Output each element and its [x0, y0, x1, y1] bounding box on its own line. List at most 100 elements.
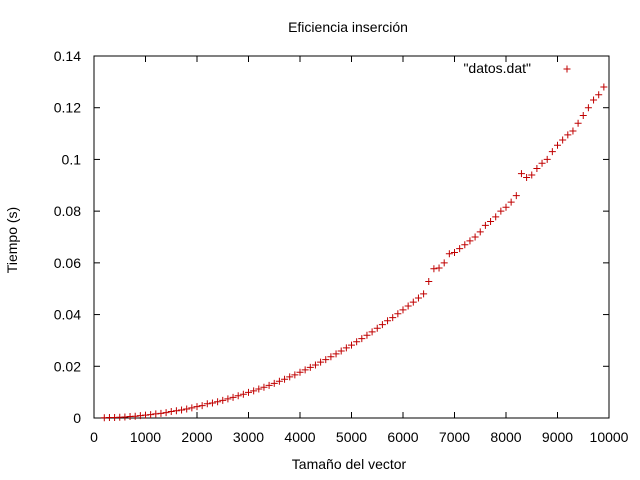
data-point — [420, 290, 428, 298]
data-point — [528, 171, 536, 179]
data-point — [497, 207, 505, 215]
data-point — [281, 375, 289, 383]
x-tick-label: 3000 — [233, 429, 264, 445]
data-point — [548, 148, 556, 156]
data-point — [167, 408, 175, 416]
data-point — [404, 302, 412, 310]
data-point — [584, 104, 592, 112]
data-point — [409, 298, 417, 306]
data-point — [172, 407, 180, 415]
data-point — [502, 203, 510, 211]
data-point — [203, 400, 211, 408]
data-point — [136, 412, 144, 420]
data-point — [178, 406, 186, 414]
data-point — [574, 119, 582, 127]
data-point — [311, 361, 319, 369]
x-tick-label: 10000 — [590, 429, 629, 445]
data-point — [363, 331, 371, 339]
data-point — [291, 371, 299, 379]
data-point — [378, 321, 386, 329]
data-point — [543, 155, 551, 163]
data-point — [224, 395, 232, 403]
data-point — [219, 396, 227, 404]
y-tick-label: 0.08 — [54, 203, 81, 219]
legend-marker-glyph — [563, 65, 571, 73]
data-point — [373, 324, 381, 332]
data-point — [322, 356, 330, 364]
chart-title: Eficiencia inserción — [288, 19, 408, 35]
data-point — [260, 383, 268, 391]
data-point — [239, 390, 247, 398]
x-tick-label: 4000 — [284, 429, 315, 445]
data-point — [492, 213, 500, 221]
data-point — [394, 310, 402, 318]
x-tick-label: 8000 — [490, 429, 521, 445]
data-point — [579, 111, 587, 119]
x-tick-label: 7000 — [439, 429, 470, 445]
data-point — [600, 83, 608, 91]
y-tick-label: 0.06 — [54, 255, 81, 271]
data-point — [481, 221, 489, 229]
y-tick-label: 0.04 — [54, 307, 81, 323]
data-point — [538, 159, 546, 167]
axis-ticks: 0 1000 2000 3000 4000 5000 6000 7000 8000 9000 100… — [54, 48, 629, 445]
data-point — [121, 413, 129, 421]
data-point — [564, 131, 572, 139]
data-point — [456, 245, 464, 253]
data-point — [245, 388, 252, 396]
data-point — [162, 409, 170, 417]
data-point — [353, 338, 361, 346]
data-point — [327, 353, 335, 361]
data-point — [461, 241, 469, 249]
data-point — [147, 411, 155, 419]
data-point — [234, 392, 242, 400]
data-point — [193, 403, 201, 411]
y-tick-label: 0.02 — [54, 358, 81, 374]
data-point — [270, 379, 278, 387]
data-point — [286, 373, 294, 381]
data-point — [533, 164, 541, 172]
data-point — [512, 192, 520, 200]
data-point — [507, 198, 515, 206]
data-point — [476, 228, 484, 236]
data-point — [250, 387, 258, 395]
x-tick-label: 9000 — [542, 429, 573, 445]
plot-area — [93, 55, 610, 419]
data-point — [301, 366, 309, 374]
data-point — [569, 127, 577, 135]
data-point — [317, 358, 325, 366]
data-point — [358, 335, 366, 343]
legend-marker — [563, 65, 571, 73]
data-point — [451, 249, 458, 257]
data-point — [306, 363, 314, 371]
y-axis-label: Tiempo (s) — [4, 207, 20, 273]
data-point — [198, 402, 206, 410]
y-tick-label: 0.14 — [54, 48, 81, 64]
data-point — [517, 170, 525, 178]
data-points — [100, 83, 608, 422]
data-point — [445, 250, 453, 258]
legend-label: "datos.dat" — [463, 60, 531, 76]
x-tick-label: 6000 — [387, 429, 418, 445]
data-point — [523, 174, 531, 182]
data-point — [368, 328, 376, 336]
y-tick-label: 0.12 — [54, 100, 81, 116]
plot-frame — [93, 55, 610, 419]
data-point — [342, 344, 350, 352]
data-point — [265, 381, 273, 389]
data-point — [183, 405, 191, 413]
data-point — [142, 411, 149, 419]
data-point — [595, 91, 603, 99]
data-point — [389, 314, 397, 322]
data-point — [208, 399, 216, 407]
data-point — [348, 341, 355, 349]
data-point — [275, 377, 283, 385]
data-point — [152, 410, 160, 418]
data-point — [440, 259, 448, 267]
data-point — [214, 398, 222, 406]
data-point — [471, 233, 479, 241]
x-axis-label: Tamaño del vector — [292, 456, 407, 472]
data-point — [466, 237, 474, 245]
legend: "datos.dat" — [463, 60, 571, 76]
